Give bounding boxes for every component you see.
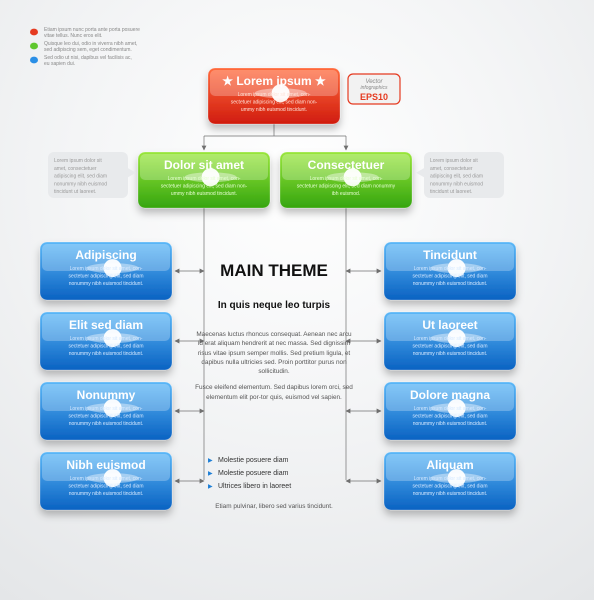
card-title: Dolor sit amet <box>164 158 244 172</box>
eps-badge: VectorinfographicsEPS10 <box>348 74 400 104</box>
card-leaf-0: Adipiscing Lorem ipsum dolor sit amet, co… <box>40 242 172 300</box>
card-body: Lorem ipsum dolor sit amet, con- <box>310 176 383 182</box>
bullet-text: Molestie posuere diam <box>218 457 289 464</box>
card-body: ibh euismod. <box>332 191 360 197</box>
main-subtitle: In quis neque leo turpis <box>218 300 331 311</box>
bullet-text: Molestie posuere diam <box>218 470 289 477</box>
card-title: Nibh euismod <box>66 458 145 472</box>
card-body: Lorem ipsum dolor sit amet, con- <box>414 476 487 482</box>
svg-text:Lorem ipsum dolor sit: Lorem ipsum dolor sit <box>430 158 478 164</box>
card-body: Lorem ipsum dolor sit amet, con- <box>414 266 487 272</box>
legend-dot <box>30 57 38 64</box>
card-body: nonummy nibh euismod tincidunt. <box>69 491 144 497</box>
card-body: Lorem ipsum dolor sit amet, con- <box>168 176 241 182</box>
bullet-icon: ▶ <box>208 471 213 477</box>
card-body: sectetuer adipiscing elit, sed diam nonu… <box>297 184 396 190</box>
main-title: MAIN THEME <box>220 261 328 280</box>
card-body: sectetuer adipiscing elit, sed diam <box>412 344 487 350</box>
card-body: nonummy nibh euismod tincidunt. <box>69 281 144 287</box>
card-leaf-4: Tincidunt Lorem ipsum dolor sit amet, con… <box>384 242 516 300</box>
svg-text:tincidunt ut laoreet.: tincidunt ut laoreet. <box>430 189 472 195</box>
card-body: sectetuer adipiscing elit, sed diam <box>68 414 143 420</box>
card-body: nonummy nibh euismod tincidunt. <box>413 281 488 287</box>
card-body: nonummy nibh euismod tincidunt. <box>69 421 144 427</box>
card-body: Lorem ipsum dolor sit amet, con- <box>70 266 143 272</box>
svg-text:sed adipiscing sem, eget condi: sed adipiscing sem, eget condimentum. <box>44 47 132 53</box>
bullet-text: Ultrices libero in laoreet <box>218 483 291 490</box>
infographic-canvas: ★ Lorem ipsum ★ Lorem ipsum dolor sit ame… <box>0 0 594 600</box>
card-leaf-6: Dolore magna Lorem ipsum dolor sit amet, … <box>384 382 516 440</box>
svg-text:nonummy nibh euismod: nonummy nibh euismod <box>430 181 483 187</box>
card-body: sectetuer adipiscing elit, sed diam <box>68 274 143 280</box>
card-title: Consectetuer <box>308 158 385 172</box>
card-body: Lorem ipsum dolor sit amet, con- <box>238 92 311 98</box>
card-leaf-7: Aliquam Lorem ipsum dolor sit amet, con-s… <box>384 452 516 510</box>
card-body: sectetuer adipiscing elit, sed diam <box>68 344 143 350</box>
card-body: sectetuer adipiscing elit, sed diam <box>412 414 487 420</box>
card-title: Ut laoreet <box>422 318 477 332</box>
svg-text:infographics: infographics <box>361 85 388 91</box>
svg-text:eu sapien dui.: eu sapien dui. <box>44 61 75 67</box>
card-body: nonummy nibh euismod tincidunt. <box>413 491 488 497</box>
card-title: Nonummy <box>77 388 136 402</box>
card-body: sectetuer adipiscing elit, sed diam <box>68 484 143 490</box>
card-title: Tincidunt <box>423 248 477 262</box>
card-body: Lorem ipsum dolor sit amet, con- <box>70 476 143 482</box>
card-leaf-2: Nonummy Lorem ipsum dolor sit amet, con-s… <box>40 382 172 440</box>
svg-text:nonummy nibh euismod: nonummy nibh euismod <box>54 181 107 187</box>
card-body: Lorem ipsum dolor sit amet, con- <box>70 406 143 412</box>
card-branch-right: Consectetuer Lorem ipsum dolor sit amet, … <box>280 152 412 208</box>
svg-text:Lorem ipsum dolor sit: Lorem ipsum dolor sit <box>54 158 102 164</box>
card-title: Elit sed diam <box>69 318 143 332</box>
card-body: sectetuer adipiscing elit, sed diam <box>412 274 487 280</box>
card-leaf-5: Ut laoreet Lorem ipsum dolor sit amet, co… <box>384 312 516 370</box>
svg-text:EPS10: EPS10 <box>360 92 388 102</box>
main-footer: Etiam pulvinar, libero sed varius tincid… <box>215 503 333 510</box>
card-body: Lorem ipsum dolor sit amet, con- <box>414 406 487 412</box>
bullet-icon: ▶ <box>208 484 213 490</box>
card-title: ★ Lorem ipsum ★ <box>222 74 326 88</box>
legend-dot <box>30 43 38 50</box>
card-body: ummy nibh euismod tincidunt. <box>171 191 237 197</box>
card-body: sectetuer adipiscing elit, sed diam <box>412 484 487 490</box>
card-body: Lorem ipsum dolor sit amet, con- <box>70 336 143 342</box>
card-leaf-3: Nibh euismod Lorem ipsum dolor sit amet, … <box>40 452 172 510</box>
speech-bubble-right: Lorem ipsum dolor sit amet, consectetuer a… <box>416 152 504 198</box>
card-body: nonummy nibh euismod tincidunt. <box>413 421 488 427</box>
card-body: sectetuer adipiscing elit, sed diam non- <box>161 184 248 190</box>
card-leaf-1: Elit sed diam Lorem ipsum dolor sit amet,… <box>40 312 172 370</box>
svg-text:adipiscing elit, sed diam: adipiscing elit, sed diam <box>54 174 107 180</box>
card-title: Dolore magna <box>410 388 490 402</box>
svg-text:amet, consectetuer: amet, consectetuer <box>430 166 473 172</box>
card-branch-left: Dolor sit amet Lorem ipsum dolor sit amet… <box>138 152 270 208</box>
svg-text:vitae tellus. Nunc eros elit.: vitae tellus. Nunc eros elit. <box>44 33 102 39</box>
bullet-icon: ▶ <box>208 458 213 464</box>
svg-text:tincidunt ut laoreet.: tincidunt ut laoreet. <box>54 189 96 195</box>
svg-text:amet, consectetuer: amet, consectetuer <box>54 166 97 172</box>
card-title: Adipiscing <box>75 248 136 262</box>
legend-dot <box>30 29 38 36</box>
card-body: nonummy nibh euismod tincidunt. <box>69 351 144 357</box>
speech-bubble-left: Lorem ipsum dolor sit amet, consectetuer a… <box>48 152 136 198</box>
card-body: ummy nibh euismod tincidunt. <box>241 107 307 113</box>
card-root: ★ Lorem ipsum ★ Lorem ipsum dolor sit ame… <box>208 68 340 124</box>
svg-text:adipiscing elit, sed diam: adipiscing elit, sed diam <box>430 174 483 180</box>
card-body: nonummy nibh euismod tincidunt. <box>413 351 488 357</box>
main-paragraph: Maecenas luctus rhoncus consequat. Aenea… <box>194 330 354 490</box>
card-body: Lorem ipsum dolor sit amet, con- <box>414 336 487 342</box>
card-title: Aliquam <box>426 458 473 472</box>
card-body: sectetuer adipiscing elit, sed diam non- <box>231 100 318 106</box>
